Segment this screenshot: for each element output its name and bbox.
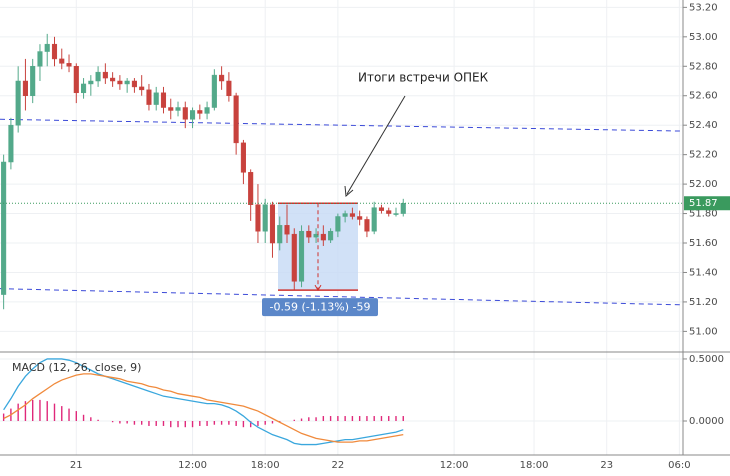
candle-body <box>248 172 254 205</box>
x-tick-label: 12:00 <box>440 460 469 471</box>
annotation-arrow <box>346 95 406 195</box>
candle-body <box>59 58 65 64</box>
last-price-box <box>684 196 730 211</box>
last-price-label: 51.87 <box>689 198 718 209</box>
candle-body <box>139 86 145 91</box>
candle-body <box>160 92 167 108</box>
y-tick-label: 52.00 <box>689 179 718 190</box>
candle-body <box>81 83 87 94</box>
x-tick-label: 21 <box>70 460 83 471</box>
candle-body <box>73 66 79 94</box>
y-tick-label: 51.00 <box>689 326 718 337</box>
signal-line <box>3 373 404 443</box>
candle-body <box>8 124 14 163</box>
y-tick-label: 52.40 <box>689 120 718 131</box>
candle-body <box>306 230 312 238</box>
candle-body <box>386 210 392 214</box>
candle-body <box>88 80 94 85</box>
annotation-arrowhead <box>344 185 354 198</box>
candle-body <box>15 80 21 126</box>
candle-body <box>153 92 159 105</box>
candle-body <box>189 110 196 120</box>
candle-body <box>262 204 268 232</box>
candle-body <box>95 71 101 82</box>
candle-body <box>335 216 341 232</box>
x-tick-label: 23 <box>600 460 613 471</box>
candle-body <box>197 110 203 114</box>
candle-body <box>291 233 297 282</box>
candle-body <box>124 80 130 85</box>
y-tick-label: 52.20 <box>689 150 718 161</box>
candle-body <box>378 207 385 211</box>
trendline <box>0 118 684 132</box>
candle-body <box>22 80 28 96</box>
candle-body <box>240 142 246 173</box>
candle-body <box>44 43 50 52</box>
y-tick-label: 51.80 <box>689 209 718 220</box>
x-tick-label: 18:00 <box>251 460 280 471</box>
candle-body <box>66 63 72 67</box>
candle-body <box>277 225 283 244</box>
candle-body <box>269 204 276 244</box>
candle-body <box>30 66 36 96</box>
y-tick-label: 0.0000 <box>689 416 724 427</box>
candle-body <box>393 213 399 215</box>
annotation: Итоги встречи ОПЕК <box>358 71 489 85</box>
candle-body <box>349 213 355 217</box>
candle-body <box>371 207 377 232</box>
candle-body <box>168 107 174 111</box>
x-tick-label: 12:00 <box>178 460 207 471</box>
candle-body <box>313 233 319 238</box>
x-tick-label: 06:0 <box>668 460 690 471</box>
candle-body <box>51 43 58 60</box>
candle-body <box>284 225 290 235</box>
y-tick-label: 51.60 <box>689 238 718 249</box>
measure-arrowhead <box>314 284 322 292</box>
macd-line <box>3 358 404 446</box>
candle-body <box>110 77 116 82</box>
candle-body <box>320 233 326 241</box>
candle-body <box>226 80 232 96</box>
y-tick-label: 51.20 <box>689 297 718 308</box>
candle-body <box>117 80 123 85</box>
candle-body <box>211 74 217 108</box>
y-tick-label: 53.00 <box>689 32 718 43</box>
candle-body <box>342 213 348 217</box>
candle-body <box>102 71 108 79</box>
candle-body <box>182 107 188 120</box>
measure-label-box <box>262 298 378 317</box>
candle-body <box>233 95 239 144</box>
y-tick-label: 53.20 <box>689 2 718 13</box>
candle-body <box>1 161 7 295</box>
x-tick-label: 18:00 <box>520 460 549 471</box>
candle-body <box>146 89 152 105</box>
x-tick-label: 22 <box>331 460 344 471</box>
candle-body <box>131 80 137 88</box>
candle-body <box>364 219 370 232</box>
candle-body <box>357 216 363 220</box>
candle-body <box>219 74 225 82</box>
candle-body <box>175 107 181 111</box>
candle-body <box>37 51 43 67</box>
candle-body <box>298 230 305 282</box>
trendline <box>0 288 684 306</box>
y-tick-label: 52.60 <box>689 91 718 102</box>
indicator-title: MACD (12, 26, close, 9) <box>12 361 141 374</box>
y-tick-label: 52.80 <box>689 61 718 72</box>
candle-body <box>328 230 334 241</box>
candle-body <box>204 107 210 114</box>
measure-label: -0.59 (-1.13%) -59 <box>270 301 371 314</box>
candle-body <box>400 202 406 214</box>
y-tick-label: 51.40 <box>689 267 718 278</box>
y-tick-label: 0.5000 <box>689 354 724 365</box>
candle-body <box>255 204 261 232</box>
